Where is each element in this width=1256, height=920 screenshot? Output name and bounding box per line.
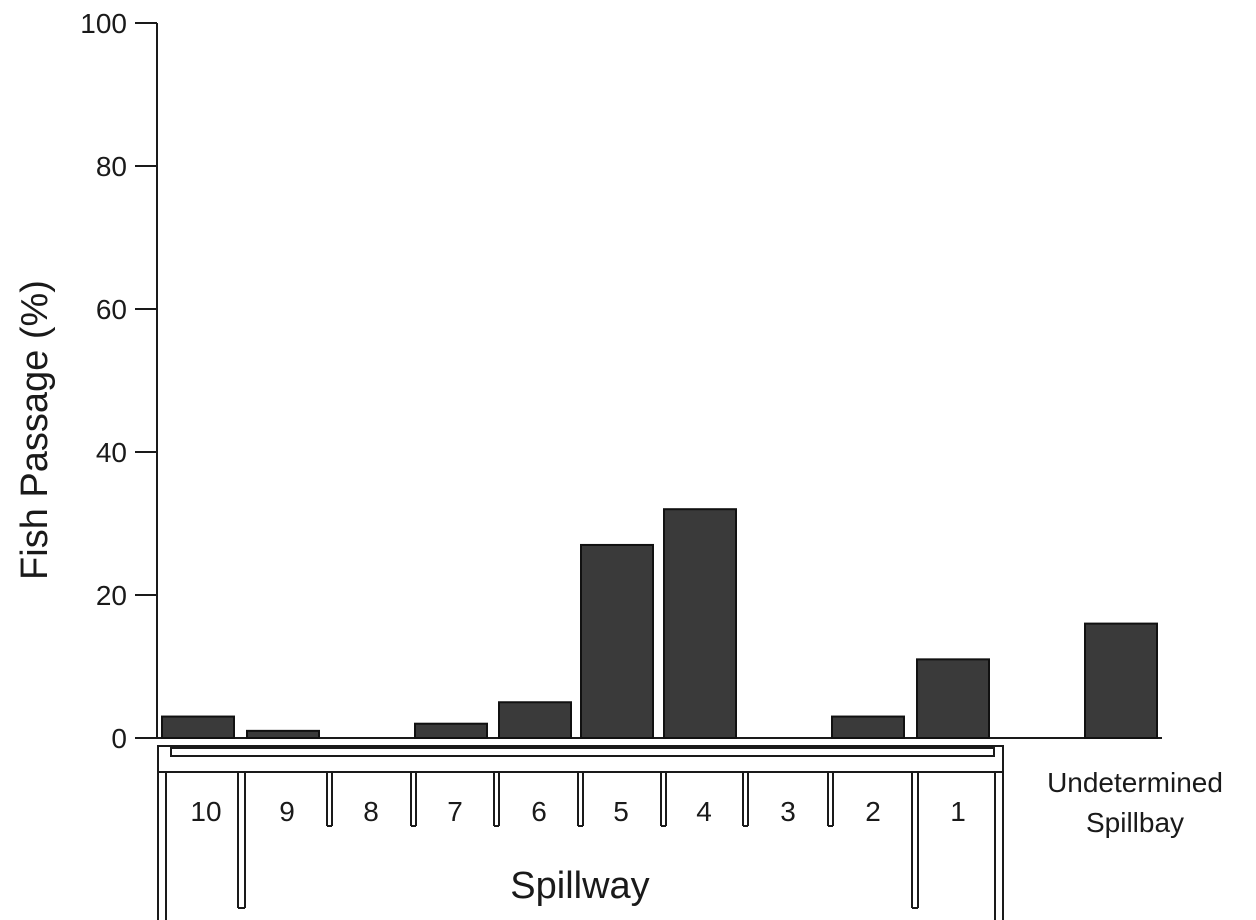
x-axis-label: Spillway bbox=[510, 865, 649, 907]
bay-label-3: 3 bbox=[780, 796, 796, 827]
bay-label-7: 7 bbox=[447, 796, 463, 827]
y-axis: 0 20 40 60 80 100 bbox=[80, 8, 1162, 754]
bar-undetermined-spillbay bbox=[1084, 622, 1158, 739]
bay-label-8: 8 bbox=[363, 796, 379, 827]
y-axis-label: Fish Passage (%) bbox=[14, 280, 56, 580]
bay-label-9: 9 bbox=[279, 796, 295, 827]
bar-6 bbox=[498, 701, 572, 739]
bay-label-4: 4 bbox=[696, 796, 712, 827]
bay-label-5: 5 bbox=[613, 796, 629, 827]
undetermined-label-line2: Spillbay bbox=[1086, 807, 1184, 838]
labels: Fish Passage (%) Spillway Undetermined S… bbox=[14, 280, 1223, 907]
bay-label-2: 2 bbox=[865, 796, 881, 827]
bay-label-10: 10 bbox=[190, 796, 221, 827]
y-tick-label: 100 bbox=[80, 8, 127, 39]
y-tick-label: 80 bbox=[96, 151, 127, 182]
spillway-diagram: 10 9 8 7 6 5 4 3 2 1 bbox=[157, 745, 1004, 920]
bar-7 bbox=[414, 722, 488, 740]
y-tick-label: 0 bbox=[111, 723, 127, 754]
bay-label-6: 6 bbox=[531, 796, 547, 827]
bar-9 bbox=[246, 729, 320, 739]
undetermined-label-line1: Undetermined bbox=[1047, 767, 1223, 798]
bar-1 bbox=[916, 658, 990, 739]
spillway-deck bbox=[157, 745, 1004, 773]
y-tick-label: 20 bbox=[96, 580, 127, 611]
spillway-deck-inner bbox=[170, 747, 995, 757]
bar-10 bbox=[161, 715, 235, 739]
bars bbox=[161, 508, 1158, 740]
bar-2 bbox=[831, 715, 905, 739]
y-tick-label: 60 bbox=[96, 294, 127, 325]
bay-label-1: 1 bbox=[950, 796, 966, 827]
y-tick-label: 40 bbox=[96, 437, 127, 468]
bar-5 bbox=[580, 543, 654, 740]
bar-4 bbox=[663, 508, 737, 740]
